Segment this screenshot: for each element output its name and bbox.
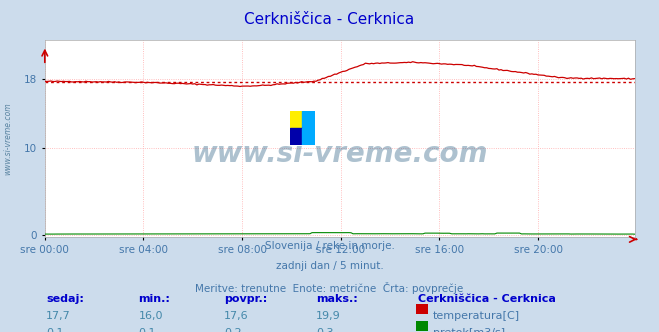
Text: www.si-vreme.com: www.si-vreme.com <box>192 140 488 168</box>
Text: 0,1: 0,1 <box>46 328 64 332</box>
Text: min.:: min.: <box>138 294 170 304</box>
Text: zadnji dan / 5 minut.: zadnji dan / 5 minut. <box>275 261 384 271</box>
Text: povpr.:: povpr.: <box>224 294 268 304</box>
Text: www.si-vreme.com: www.si-vreme.com <box>3 102 13 175</box>
Text: Slovenija / reke in morje.: Slovenija / reke in morje. <box>264 241 395 251</box>
Text: 19,9: 19,9 <box>316 311 341 321</box>
Text: Cerkniščica - Cerknica: Cerkniščica - Cerknica <box>418 294 556 304</box>
Text: 16,0: 16,0 <box>138 311 163 321</box>
Text: maks.:: maks.: <box>316 294 358 304</box>
Text: 0,1: 0,1 <box>138 328 156 332</box>
Bar <box>302 111 314 128</box>
Text: 0,2: 0,2 <box>224 328 242 332</box>
Text: 17,7: 17,7 <box>46 311 71 321</box>
Text: 0,3: 0,3 <box>316 328 334 332</box>
Text: pretok[m3/s]: pretok[m3/s] <box>433 328 505 332</box>
Text: 17,6: 17,6 <box>224 311 248 321</box>
Text: Cerkniščica - Cerknica: Cerkniščica - Cerknica <box>244 12 415 27</box>
Text: sedaj:: sedaj: <box>46 294 84 304</box>
Bar <box>289 128 302 144</box>
Text: Meritve: trenutne  Enote: metrične  Črta: povprečje: Meritve: trenutne Enote: metrične Črta: … <box>195 282 464 294</box>
Text: temperatura[C]: temperatura[C] <box>433 311 520 321</box>
Bar <box>302 128 314 144</box>
Bar <box>289 111 302 128</box>
